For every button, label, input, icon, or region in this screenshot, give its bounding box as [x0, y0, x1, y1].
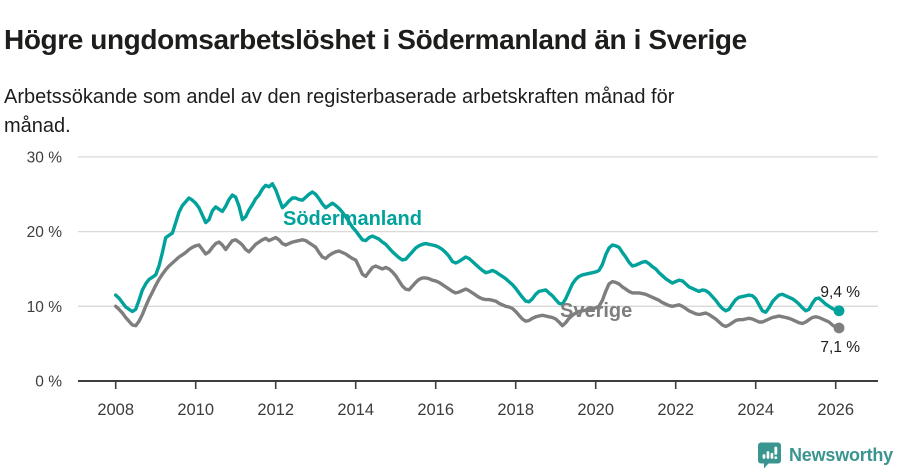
end-value-label-sverige: 7,1 %: [820, 339, 860, 356]
x-tick-label: 2026: [817, 401, 854, 419]
series-end-dot-södermanland: [833, 305, 845, 317]
newsworthy-logo: Newsworthy: [757, 442, 893, 469]
x-tick-label: 2014: [337, 401, 374, 419]
x-tick-label: 2008: [97, 401, 134, 419]
series-label-södermanland: Södermanland: [283, 208, 422, 230]
y-tick-label: 0 %: [35, 374, 62, 391]
series-line-sverige: [113, 235, 841, 330]
x-tick-label: 2024: [737, 401, 774, 419]
x-tick-label: 2010: [177, 401, 214, 419]
x-tick-label: 2012: [257, 401, 294, 419]
series-end-dot-sverige: [833, 322, 845, 334]
x-tick-label: 2022: [657, 401, 694, 419]
y-tick-label: 10 %: [27, 299, 63, 316]
series-label-sverige: Sverige: [560, 300, 632, 322]
y-tick-label: 30 %: [27, 149, 63, 166]
chart-subtitle: Arbetssökande som andel av den registerb…: [4, 83, 844, 141]
y-tick-label: 20 %: [27, 224, 63, 241]
newsworthy-icon: [757, 442, 781, 469]
x-tick-label: 2020: [577, 401, 614, 419]
end-value-label-södermanland: 9,4 %: [820, 284, 860, 301]
chart-subtitle-line2: månad.: [4, 115, 71, 137]
line-chart: 0 % 10 % 20 % 30 % Södermanland 9,4 % Sverige 7…: [27, 149, 878, 419]
chart-subtitle-line1: Arbetssökande som andel av den registerb…: [4, 86, 675, 108]
x-tick-label: 2016: [417, 401, 454, 419]
series-line-södermanland: [113, 182, 841, 315]
x-tick-label: 2018: [497, 401, 534, 419]
brand-name: Newsworthy: [788, 445, 893, 465]
chart-title: Högre ungdomsarbetslöshet i Södermanland…: [4, 23, 747, 55]
